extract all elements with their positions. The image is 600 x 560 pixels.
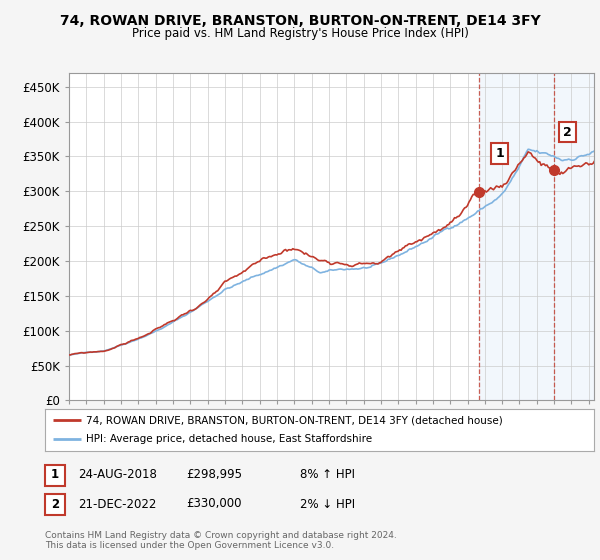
Text: 21-DEC-2022: 21-DEC-2022 — [78, 497, 157, 511]
Text: 24-AUG-2018: 24-AUG-2018 — [78, 468, 157, 482]
Text: 2: 2 — [563, 125, 572, 138]
Text: 74, ROWAN DRIVE, BRANSTON, BURTON-ON-TRENT, DE14 3FY (detached house): 74, ROWAN DRIVE, BRANSTON, BURTON-ON-TRE… — [86, 415, 503, 425]
Text: HPI: Average price, detached house, East Staffordshire: HPI: Average price, detached house, East… — [86, 435, 372, 445]
Text: 1: 1 — [51, 468, 59, 482]
Text: £298,995: £298,995 — [186, 468, 242, 482]
Text: 74, ROWAN DRIVE, BRANSTON, BURTON-ON-TRENT, DE14 3FY: 74, ROWAN DRIVE, BRANSTON, BURTON-ON-TRE… — [59, 14, 541, 28]
Text: 8% ↑ HPI: 8% ↑ HPI — [300, 468, 355, 482]
Text: £330,000: £330,000 — [186, 497, 241, 511]
Text: 1: 1 — [495, 147, 504, 160]
Text: Price paid vs. HM Land Registry's House Price Index (HPI): Price paid vs. HM Land Registry's House … — [131, 27, 469, 40]
Text: Contains HM Land Registry data © Crown copyright and database right 2024.
This d: Contains HM Land Registry data © Crown c… — [45, 531, 397, 550]
Text: 2% ↓ HPI: 2% ↓ HPI — [300, 497, 355, 511]
Bar — [479, 73, 594, 400]
Text: 2: 2 — [51, 497, 59, 511]
